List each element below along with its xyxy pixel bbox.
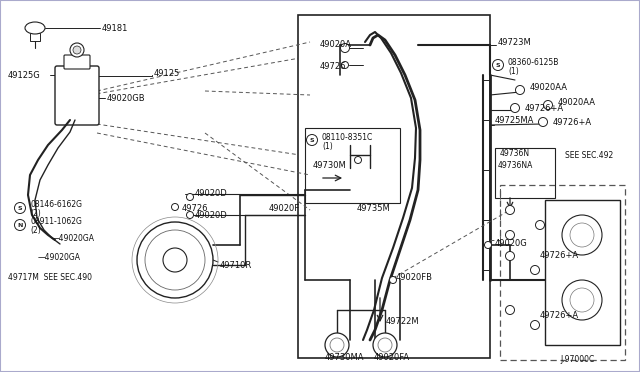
Circle shape xyxy=(186,212,193,218)
Circle shape xyxy=(531,321,540,330)
Circle shape xyxy=(531,266,540,275)
Bar xyxy=(298,15,490,358)
Text: 49726+A: 49726+A xyxy=(540,311,579,320)
Text: N: N xyxy=(17,222,22,228)
Text: 49726+A: 49726+A xyxy=(553,118,592,126)
Circle shape xyxy=(506,205,515,215)
Circle shape xyxy=(562,280,602,320)
Circle shape xyxy=(330,338,344,352)
Text: 49723M: 49723M xyxy=(498,38,532,46)
Text: 49020A: 49020A xyxy=(320,39,352,48)
Text: (1): (1) xyxy=(508,67,519,76)
Text: SEE SEC.492: SEE SEC.492 xyxy=(565,151,613,160)
Bar xyxy=(545,200,620,345)
FancyBboxPatch shape xyxy=(55,66,99,125)
Text: —49020GA: —49020GA xyxy=(52,234,95,243)
Ellipse shape xyxy=(25,22,45,34)
Text: (1): (1) xyxy=(322,141,333,151)
Text: 49726: 49726 xyxy=(182,203,209,212)
Circle shape xyxy=(506,305,515,314)
Circle shape xyxy=(70,43,84,57)
Circle shape xyxy=(506,231,515,240)
Text: 49736NA: 49736NA xyxy=(498,160,533,170)
Text: 49736N: 49736N xyxy=(500,148,530,157)
Text: (2): (2) xyxy=(30,208,41,218)
Text: 49020F: 49020F xyxy=(269,203,300,212)
Text: 08911-1062G: 08911-1062G xyxy=(30,217,82,225)
Bar xyxy=(500,185,625,360)
Text: 49125G: 49125G xyxy=(8,71,41,80)
Circle shape xyxy=(511,103,520,112)
Text: 49020AA: 49020AA xyxy=(558,97,596,106)
Text: 49726: 49726 xyxy=(320,61,346,71)
Text: —49020GA: —49020GA xyxy=(38,253,81,263)
Text: S: S xyxy=(496,62,500,67)
Text: 49020G: 49020G xyxy=(495,238,528,247)
Text: 49722M: 49722M xyxy=(386,317,420,327)
Text: 49020FB: 49020FB xyxy=(396,273,433,282)
Bar xyxy=(61,72,93,119)
Text: 49726+A: 49726+A xyxy=(525,103,564,112)
Text: 49020D: 49020D xyxy=(195,211,228,219)
Text: 49125: 49125 xyxy=(154,68,180,77)
Circle shape xyxy=(570,288,594,312)
Circle shape xyxy=(536,221,545,230)
Text: 08110-8351C: 08110-8351C xyxy=(322,132,373,141)
Circle shape xyxy=(506,251,515,260)
Circle shape xyxy=(373,333,397,357)
Text: 49020FA: 49020FA xyxy=(374,353,410,362)
Text: S: S xyxy=(310,138,314,142)
Circle shape xyxy=(562,215,602,255)
Circle shape xyxy=(493,60,504,71)
Text: J.97000C: J.97000C xyxy=(560,356,595,365)
Circle shape xyxy=(538,118,547,126)
Text: 49020GB: 49020GB xyxy=(107,93,146,103)
Text: 49020D: 49020D xyxy=(195,189,228,198)
Circle shape xyxy=(307,135,317,145)
Circle shape xyxy=(378,338,392,352)
Circle shape xyxy=(172,203,179,211)
Bar xyxy=(30,33,40,41)
Text: 49730M: 49730M xyxy=(313,160,347,170)
Circle shape xyxy=(390,276,397,283)
Circle shape xyxy=(186,193,193,201)
Circle shape xyxy=(355,157,362,164)
Circle shape xyxy=(342,61,349,68)
Text: 08360-6125B: 08360-6125B xyxy=(508,58,559,67)
FancyBboxPatch shape xyxy=(64,55,90,69)
Text: 49020AA: 49020AA xyxy=(530,83,568,92)
Text: 49726+A: 49726+A xyxy=(540,250,579,260)
Text: 49181: 49181 xyxy=(102,23,129,32)
Text: 08146-6162G: 08146-6162G xyxy=(30,199,82,208)
Circle shape xyxy=(137,222,213,298)
Bar xyxy=(305,128,400,203)
Text: 49735M: 49735M xyxy=(357,203,391,212)
Circle shape xyxy=(484,241,492,248)
Text: S: S xyxy=(18,205,22,211)
Circle shape xyxy=(15,219,26,231)
Circle shape xyxy=(325,333,349,357)
Circle shape xyxy=(145,230,205,290)
Text: 49730MA: 49730MA xyxy=(325,353,365,362)
Text: 49725MA: 49725MA xyxy=(495,115,534,125)
Circle shape xyxy=(543,100,552,109)
Circle shape xyxy=(340,44,349,52)
Circle shape xyxy=(515,86,525,94)
Text: (2): (2) xyxy=(30,225,41,234)
Circle shape xyxy=(570,223,594,247)
Circle shape xyxy=(73,46,81,54)
Bar xyxy=(495,148,555,198)
Text: 49717M  SEE SEC.490: 49717M SEE SEC.490 xyxy=(8,273,92,282)
Circle shape xyxy=(15,202,26,214)
Text: 49710R: 49710R xyxy=(220,260,252,269)
Circle shape xyxy=(163,248,187,272)
